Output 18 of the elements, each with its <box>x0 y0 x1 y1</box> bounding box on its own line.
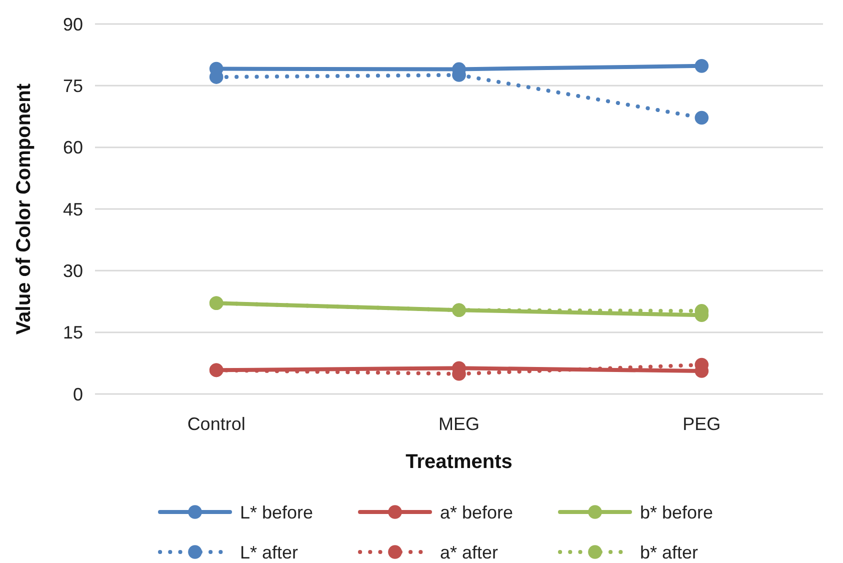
x-axis-title: Treatments <box>406 451 512 473</box>
x-tick-label: PEG <box>682 414 721 434</box>
legend-label: b* after <box>640 542 698 562</box>
legend-label: L* after <box>240 542 298 562</box>
y-axis-title: Value of Color Component <box>13 83 35 335</box>
x-tick-label: Control <box>187 414 246 434</box>
y-tick-label: 15 <box>62 322 83 343</box>
y-tick-label: 90 <box>62 14 83 34</box>
legend-label: b* before <box>640 502 714 522</box>
y-tick-label: 75 <box>62 76 83 96</box>
y-tick-label: 60 <box>62 138 83 158</box>
y-tick-label: 0 <box>72 384 83 404</box>
legend-label: a* before <box>440 502 514 522</box>
y-tick-label: 30 <box>62 260 83 281</box>
y-tick-label: 45 <box>62 199 83 220</box>
x-tick-label: MEG <box>438 414 480 434</box>
legend-label: a* after <box>440 542 498 562</box>
legend-label: L* before <box>240 502 314 522</box>
